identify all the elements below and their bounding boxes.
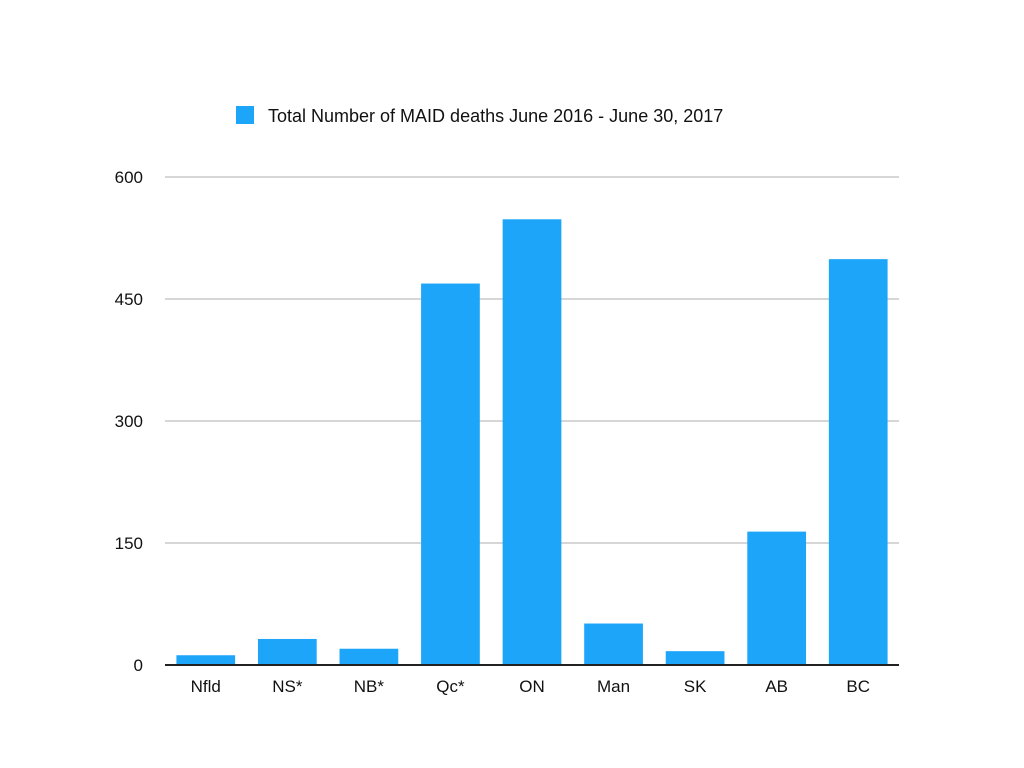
x-tick-label: SK [684, 677, 707, 696]
x-tick-label: ON [519, 677, 545, 696]
x-tick-label: Qc* [436, 677, 465, 696]
x-tick-label: NS* [272, 677, 303, 696]
legend-label: Total Number of MAID deaths June 2016 - … [268, 106, 723, 126]
y-tick-label: 300 [115, 412, 143, 431]
x-tick-label: BC [846, 677, 870, 696]
bar [828, 259, 888, 665]
x-tick-label: Man [597, 677, 630, 696]
y-tick-label: 600 [115, 168, 143, 187]
x-tick-label: Nfld [191, 677, 221, 696]
bar [421, 283, 480, 665]
bar [584, 623, 643, 665]
y-tick-label: 450 [115, 290, 143, 309]
y-tick-label: 150 [115, 534, 143, 553]
bar [747, 531, 807, 665]
bar [257, 638, 317, 665]
x-axis-ticks: Nfld NS* NB* Qc* ON Man SK AB BC [191, 677, 870, 696]
legend: Total Number of MAID deaths June 2016 - … [236, 106, 723, 126]
bar [176, 655, 236, 665]
y-tick-label: 0 [134, 656, 143, 675]
x-tick-label: NB* [354, 677, 385, 696]
bar [339, 648, 399, 665]
legend-swatch [236, 106, 254, 124]
y-axis-ticks: 0 150 300 450 600 [115, 168, 143, 675]
bar [665, 651, 725, 665]
x-tick-label: AB [765, 677, 788, 696]
bar [502, 219, 562, 665]
bars [176, 219, 888, 665]
